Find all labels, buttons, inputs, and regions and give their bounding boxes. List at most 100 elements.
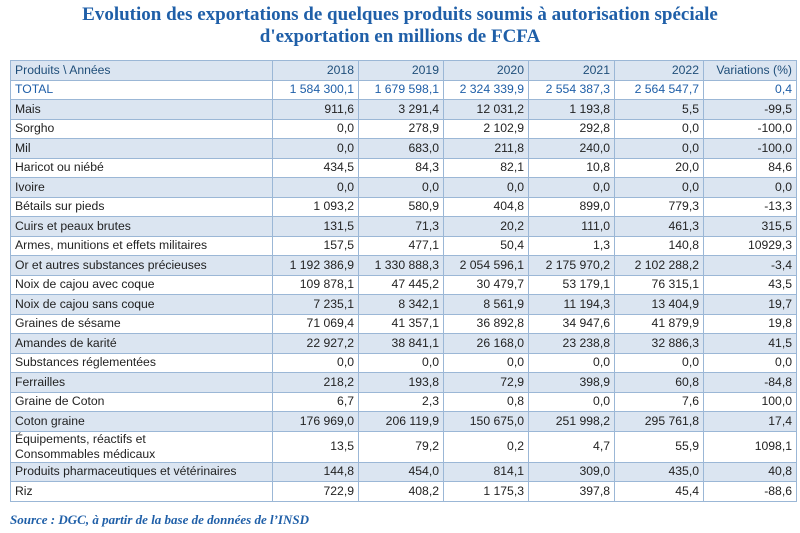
table-row: Graines de sésame 71 069,4 41 357,1 36 892,… [10,313,797,334]
cell: 0,0 [614,118,704,139]
table-row: Sorgho 0,0 278,9 2 102,9 292,8 0,0 -100,0 [10,118,797,139]
cell: 206 119,9 [358,411,444,432]
cell: 454,0 [358,461,444,482]
cell: 1 093,2 [272,196,359,217]
row-label: Haricot ou niébé [10,157,273,178]
cell: 580,9 [358,196,444,217]
cell: 408,2 [358,481,444,502]
row-label: Graine de Coton [10,391,273,412]
cell: 309,0 [528,461,615,482]
cell: 176 969,0 [272,411,359,432]
row-label: Produits \ Années [10,60,273,81]
cell: 19,7 [703,294,797,315]
cell: 435,0 [614,461,704,482]
table-row: Riz 722,9 408,2 1 175,3 397,8 45,4 -88,6 [10,481,797,502]
cell: 2022 [614,60,704,81]
cell: 7,6 [614,391,704,412]
cell: 84,6 [703,157,797,178]
cell: 2020 [443,60,529,81]
row-label: Riz [10,481,273,502]
row-label: Armes, munitions et effets militaires [10,235,273,256]
cell: 1098,1 [703,430,797,463]
cell: 911,6 [272,99,359,120]
table-row: Noix de cajou avec coque 109 878,1 47 445,… [10,274,797,295]
cell: 82,1 [443,157,529,178]
cell: 109 878,1 [272,274,359,295]
cell: 10929,3 [703,235,797,256]
cell: 193,8 [358,372,444,393]
row-label: Substances réglementées [10,352,273,373]
cell: 2018 [272,60,359,81]
cell: 2 102,9 [443,118,529,139]
table-row: Haricot ou niébé 434,5 84,3 82,1 10,8 20,0 84,… [10,157,797,178]
source-note: Source : DGC, à partir de la base de don… [10,512,309,527]
cell: 30 479,7 [443,274,529,295]
cell: 0,0 [358,177,444,198]
cell: -100,0 [703,138,797,159]
table-row: Équipements, réactifs et Consommables mé… [10,430,797,463]
cell: -88,6 [703,481,797,502]
table-row: Bétails sur pieds 1 093,2 580,9 404,8 899,0 7… [10,196,797,217]
row-label: Coton graine [10,411,273,432]
row-label: Graines de sésame [10,313,273,334]
cell: 1,3 [528,235,615,256]
cell: -100,0 [703,118,797,139]
cell: 2 054 596,1 [443,255,529,276]
cell: 8 342,1 [358,294,444,315]
cell: 17,4 [703,411,797,432]
cell: 6,7 [272,391,359,412]
cell: 0,0 [614,352,704,373]
table-row: Ivoire 0,0 0,0 0,0 0,0 0,0 0,0 [10,177,797,198]
row-label: Ferrailles [10,372,273,393]
cell: 76 315,1 [614,274,704,295]
cell: 8 561,9 [443,294,529,315]
cell: 34 947,6 [528,313,615,334]
row-label: Mil [10,138,273,159]
table-row: Cuirs et peaux brutes 131,5 71,3 20,2 111,0 4… [10,216,797,237]
cell: 53 179,1 [528,274,615,295]
cell: 12 031,2 [443,99,529,120]
cell: 4,7 [528,430,615,463]
cell: 2,3 [358,391,444,412]
cell: -13,3 [703,196,797,217]
row-label: Mais [10,99,273,120]
cell: 0,0 [358,352,444,373]
cell: 72,9 [443,372,529,393]
cell: 0,8 [443,391,529,412]
cell: 0,0 [703,177,797,198]
cell: 1 330 888,3 [358,255,444,276]
cell: 3 291,4 [358,99,444,120]
cell: 47 445,2 [358,274,444,295]
table-row: Produits \ Années 2018 2019 2020 2021 2022 Var… [10,60,797,81]
row-label: Sorgho [10,118,273,139]
cell: 100,0 [703,391,797,412]
cell: 240,0 [528,138,615,159]
cell: 0,0 [272,138,359,159]
cell: 2 175 970,2 [528,255,615,276]
cell: 32 886,3 [614,333,704,354]
cell: 0,0 [703,352,797,373]
table-row: Coton graine 176 969,0 206 119,9 150 675,0 2… [10,411,797,432]
table-row: Mil 0,0 683,0 211,8 240,0 0,0 -100,0 [10,138,797,159]
cell: 1 175,3 [443,481,529,502]
cell: 0,0 [272,177,359,198]
cell: 19,8 [703,313,797,334]
title-line: d'exportation en millions de FCFA [259,26,541,47]
cell: 79,2 [358,430,444,463]
table-row: Graine de Coton 6,7 2,3 0,8 0,0 7,6 100,0 [10,391,797,412]
cell: 41 357,1 [358,313,444,334]
cell: 36 892,8 [443,313,529,334]
cell: 211,8 [443,138,529,159]
cell: 0,0 [528,177,615,198]
cell: 2021 [528,60,615,81]
cell: 0,0 [443,352,529,373]
cell: 397,8 [528,481,615,502]
table-row: Mais 911,6 3 291,4 12 031,2 1 193,8 5,5 -99,5 [10,99,797,120]
cell: 251 998,2 [528,411,615,432]
cell: 157,5 [272,235,359,256]
cell: 295 761,8 [614,411,704,432]
row-label: Produits pharmaceutiques et vétérinaires [10,461,273,482]
row-label: TOTAL [10,79,273,100]
cell: 41 879,9 [614,313,704,334]
cell: 50,4 [443,235,529,256]
